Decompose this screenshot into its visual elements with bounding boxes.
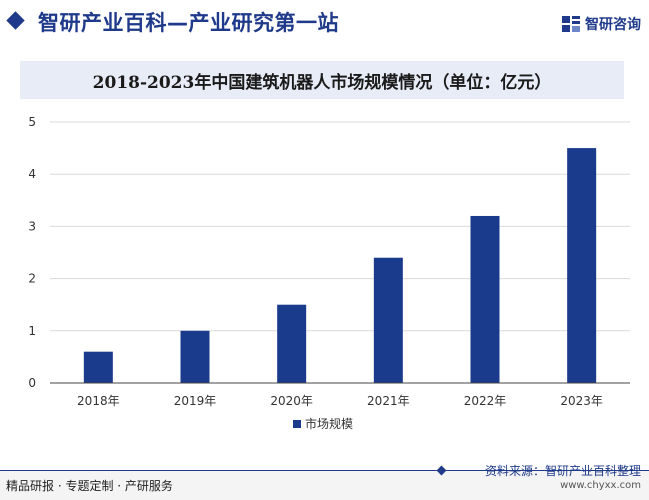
y-tick-label: 4 xyxy=(28,167,36,181)
footer-background xyxy=(0,471,649,500)
site-title: 智研产业百科—产业研究第一站 xyxy=(38,11,339,35)
x-tick-label: 2022年 xyxy=(464,394,507,408)
bars xyxy=(83,148,597,383)
y-tick-label: 0 xyxy=(28,376,36,390)
x-tick-label: 2018年 xyxy=(77,394,120,408)
footer-divider xyxy=(0,470,649,471)
chart-title: 2018-2023年中国建筑机器人市场规模情况（单位：亿元） xyxy=(92,72,552,93)
bar-2 xyxy=(277,304,307,383)
legend: 市场规模 xyxy=(293,416,353,431)
footer-source: 资料来源：智研产业百科整理 xyxy=(484,464,641,478)
footer-url: www.chyxx.com xyxy=(560,480,641,491)
y-tick-label: 1 xyxy=(28,324,36,338)
brand-name: 智研咨询 xyxy=(585,17,641,33)
y-axis-ticks: 0 1 2 3 4 5 xyxy=(28,115,36,390)
bar-1 xyxy=(180,330,210,383)
bar-3 xyxy=(373,257,403,383)
bar-4 xyxy=(470,215,500,383)
x-axis-ticks: 2018年 2019年 2020年 2021年 2022年 2023年 xyxy=(77,394,603,408)
page-header: 智研产业百科—产业研究第一站 智研咨询 xyxy=(0,0,649,46)
y-tick-label: 2 xyxy=(28,272,36,286)
y-tick-label: 3 xyxy=(28,219,36,233)
diamond-icon xyxy=(6,11,25,30)
footer-services: 精品研报 · 专题定制 · 产研服务 xyxy=(6,479,173,493)
bar-5 xyxy=(567,148,597,383)
chart-title-band: 2018-2023年中国建筑机器人市场规模情况（单位：亿元） xyxy=(20,61,624,99)
x-tick-label: 2020年 xyxy=(270,394,313,408)
bar-chart: 0 1 2 3 4 5 2018年 2019年 2020年 2021年 2022年 2023年 市场… xyxy=(28,115,630,431)
y-tick-label: 5 xyxy=(28,115,36,129)
legend-label: 市场规模 xyxy=(305,416,353,431)
brand-logo: 智研咨询 xyxy=(561,14,641,34)
grid-lines xyxy=(50,121,630,332)
x-tick-label: 2021年 xyxy=(367,394,410,408)
x-tick-label: 2023年 xyxy=(560,394,603,408)
legend-swatch xyxy=(293,420,301,428)
x-tick-label: 2019年 xyxy=(174,394,217,408)
bar-0 xyxy=(83,351,113,383)
brand-logo-icon xyxy=(562,16,580,32)
